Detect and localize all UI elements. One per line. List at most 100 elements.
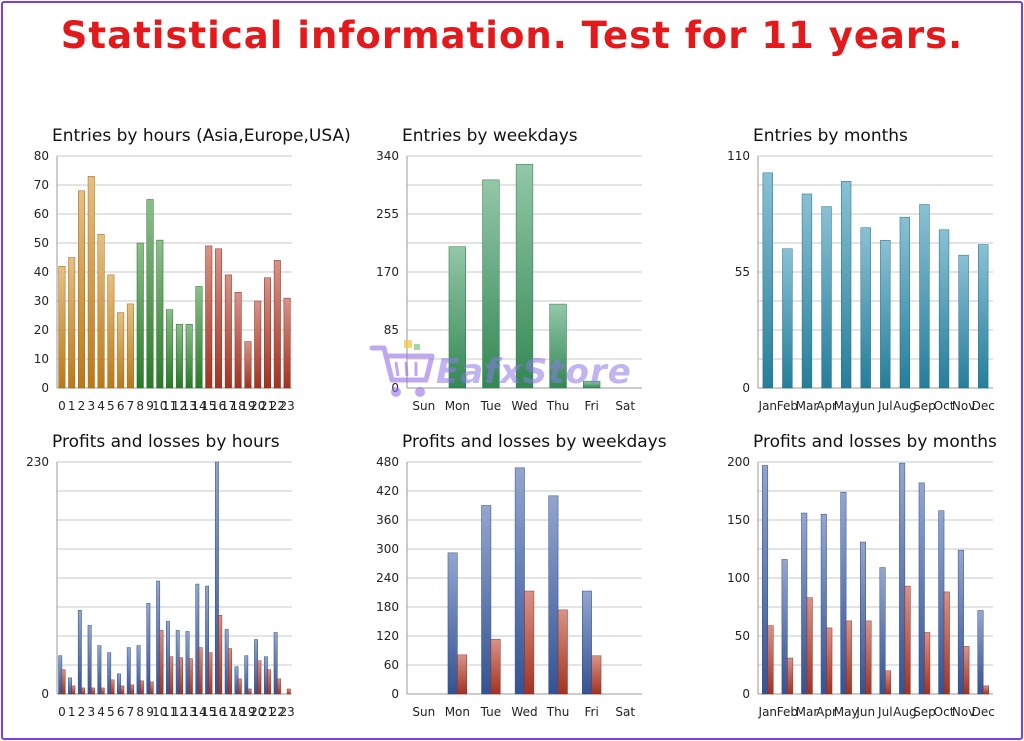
x-tick-label: 9 (146, 399, 154, 413)
bar (149, 681, 154, 695)
bar (218, 615, 223, 695)
y-tick-label: 340 (376, 149, 399, 163)
bar (481, 505, 492, 695)
x-tick-label: May (834, 399, 859, 413)
x-tick-label: 3 (87, 399, 95, 413)
bar (195, 583, 200, 695)
bar (156, 580, 161, 695)
bar (885, 670, 892, 695)
bar (448, 246, 467, 389)
chart-entries-by-weekdays: 085170255340SunMonTueWedThuFriSat Entrie… (376, 126, 722, 416)
bar (185, 631, 190, 695)
bar (845, 620, 852, 695)
bar (87, 625, 92, 695)
bar (548, 495, 559, 695)
bar (110, 679, 115, 695)
bar (136, 645, 141, 695)
bar (126, 303, 134, 389)
x-tick-label: 11 (162, 705, 177, 719)
bar (957, 549, 964, 695)
x-tick-label: 3 (87, 705, 95, 719)
bar (762, 172, 773, 389)
watermark-text: EafxStore (436, 352, 632, 392)
bar (159, 630, 164, 695)
x-tick-label: 6 (117, 705, 125, 719)
bar (865, 620, 872, 695)
x-tick-label: 16 (211, 399, 226, 413)
bar (963, 646, 970, 695)
x-tick-label: 5 (107, 705, 115, 719)
bar (583, 380, 601, 389)
x-tick-label: 23 (279, 705, 294, 719)
x-tick-label: Nov (952, 705, 975, 719)
bar (185, 323, 193, 389)
bar (787, 657, 794, 695)
x-tick-label: 15 (201, 705, 216, 719)
bar (139, 680, 144, 695)
bar (801, 193, 813, 389)
x-tick-label: Fri (584, 705, 598, 719)
bar (918, 482, 925, 695)
bar (146, 199, 154, 389)
bar (978, 244, 989, 389)
x-tick-label: Jun (855, 399, 875, 413)
bar (97, 645, 102, 695)
bar (224, 629, 229, 695)
bar (943, 591, 950, 695)
x-tick-label: 18 (231, 399, 246, 413)
bar (169, 656, 174, 695)
bar (806, 597, 813, 695)
x-tick-label: 14 (191, 399, 206, 413)
x-tick-label: 7 (127, 705, 135, 719)
bar (840, 181, 852, 389)
x-tick-label: 14 (191, 705, 206, 719)
bar (549, 303, 567, 389)
x-tick-label: Wed (511, 399, 537, 413)
y-tick-label: 10 (34, 352, 49, 366)
x-tick-label: Thu (546, 399, 570, 413)
chart-profits-losses-by-hours: 0 230 0 1 2 3 4 5 6 7 8 9 10 11 12 13 14 15 16 17 18 19 20 21 22… (26, 432, 372, 722)
y-tick-label: 80 (34, 149, 49, 163)
bar (179, 657, 183, 695)
x-tick-label: 0 (58, 705, 66, 719)
bar (267, 669, 272, 695)
x-tick-label: 19 (240, 705, 255, 719)
x-tick-label: 15 (201, 399, 216, 413)
bar (826, 627, 833, 695)
bar (228, 648, 232, 695)
y-tick-label: 70 (34, 178, 49, 192)
bar (117, 312, 125, 389)
bar (244, 655, 249, 695)
x-tick-label: Aug (893, 705, 916, 719)
y-tick-label: 120 (376, 629, 399, 643)
bar (81, 687, 86, 695)
bar (77, 190, 85, 389)
bar (254, 300, 262, 389)
chart-entries-by-months: 0 55 110 Jan Feb Mar Apr May Jun Jul Aug Sep Oct Nov D… (727, 126, 1024, 416)
bar (447, 552, 458, 695)
x-tick-label: Jul (877, 399, 892, 413)
x-tick-label: 13 (182, 399, 197, 413)
bar (257, 660, 262, 695)
x-tick-label: Sun (412, 399, 435, 413)
bar (904, 585, 911, 695)
x-tick-label: 20 (250, 705, 265, 719)
x-tick-label: Feb (777, 399, 798, 413)
y-tick-label: 85 (384, 323, 399, 337)
bar (820, 513, 827, 695)
y-tick-label: 360 (376, 513, 399, 527)
y-tick-label: 60 (384, 658, 399, 672)
x-tick-label: 8 (136, 705, 144, 719)
x-tick-label: 1 (68, 399, 76, 413)
bar (273, 632, 278, 695)
x-tick-label: 22 (270, 705, 285, 719)
x-tick-label: Nov (952, 399, 975, 413)
bar (982, 685, 989, 695)
x-tick-label: 1 (68, 705, 76, 719)
x-tick-label: 10 (152, 705, 167, 719)
bar (581, 590, 592, 695)
bar (263, 656, 268, 695)
bar (254, 639, 258, 695)
